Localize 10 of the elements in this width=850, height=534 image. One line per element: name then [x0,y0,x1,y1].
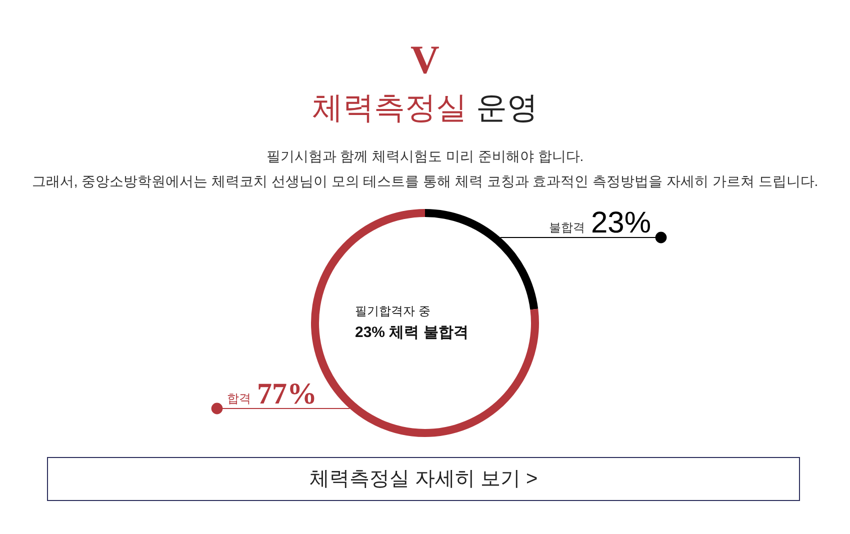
slice-label: 합격 [227,392,251,406]
chart-subtitle: 필기시험과 함께 체력시험도 미리 준비해야 합니다. 그래서, 중앙소방학원에서는 체력코치 선생님이 모의 테스트를 통해 체력 코칭과 효과적인 측정방법을 자세히 가르쳐 드립니다. [30,147,820,191]
text: 23% 체력 불합격 [355,324,468,341]
text: 필기합격자 중 [355,304,430,318]
data-label: 23% [590,206,652,240]
chart-title: 체력측정실 운영 [311,89,539,127]
text: V [410,37,440,82]
data-label: 77% [257,378,317,411]
details-button[interactable]: 체력측정실 자세히 보기 > [47,457,800,501]
slice-label: 불합격 [548,220,585,234]
